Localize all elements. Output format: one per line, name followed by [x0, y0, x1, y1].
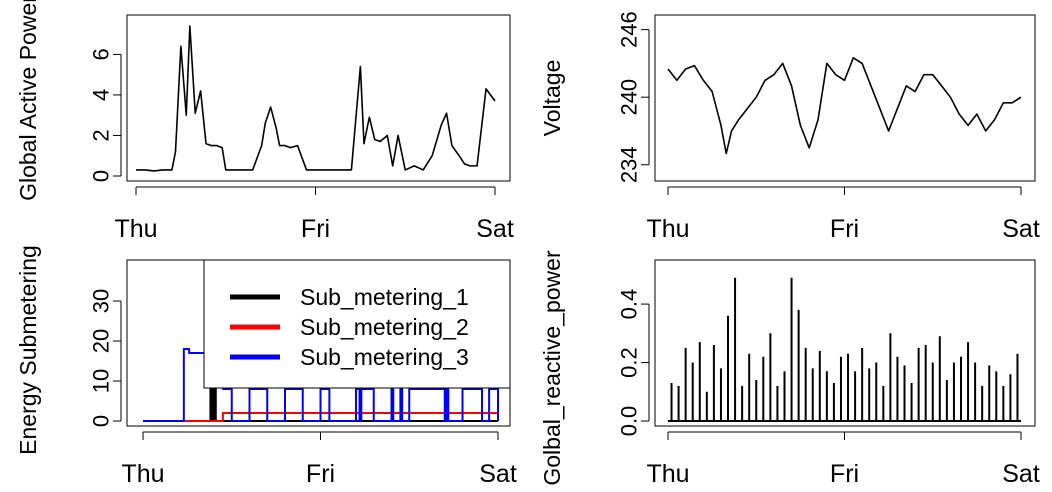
series-line	[143, 348, 499, 422]
y-tick-label: 246	[617, 11, 642, 48]
y-tick-label: 0.4	[617, 289, 642, 320]
x-tick-label: Fri	[306, 460, 335, 488]
y-tick-label: 20	[89, 329, 114, 353]
series-line	[136, 25, 496, 172]
y-tick-label: 4	[89, 89, 114, 101]
legend-label: Sub_metering_2	[300, 314, 469, 340]
y-axis-label: Golbal_reactive_power	[539, 250, 565, 486]
plot-frame	[654, 259, 1036, 427]
series-line	[667, 56, 1022, 155]
x-tick-label: Fri	[301, 215, 330, 243]
x-tick-label: Sat	[1002, 460, 1040, 488]
y-tick-label: 2	[89, 129, 114, 141]
legend-box	[203, 259, 511, 389]
legend-label: Sub_metering_3	[300, 344, 469, 370]
y-tick-label: 0	[89, 415, 114, 427]
y-tick-label: 240	[617, 79, 642, 116]
plot-frame	[654, 14, 1036, 182]
x-tick-label: Fri	[830, 460, 859, 488]
y-tick-label: 0.2	[617, 347, 642, 378]
plot-frame	[126, 14, 511, 182]
legend-label: Sub_metering_1	[300, 284, 469, 310]
y-tick-label: 234	[617, 146, 642, 183]
x-tick-label: Thu	[646, 215, 689, 243]
x-tick-label: Thu	[646, 460, 689, 488]
x-tick-label: Sat	[476, 215, 514, 243]
x-tick-label: Thu	[114, 215, 157, 243]
x-tick-label: Thu	[121, 460, 164, 488]
y-tick-label: 10	[89, 369, 114, 393]
x-tick-label: Sat	[1002, 215, 1040, 243]
y-axis-label: Voltage	[539, 60, 565, 137]
y-tick-label: 0.0	[617, 406, 642, 437]
y-tick-label: 6	[89, 48, 114, 60]
y-tick-label: 30	[89, 289, 114, 313]
y-axis-label: Energy Submetering	[15, 245, 41, 455]
x-tick-label: Sat	[479, 460, 517, 488]
y-axis-label: Global Active Power	[15, 0, 41, 201]
x-tick-label: Fri	[830, 215, 859, 243]
y-tick-label: 0	[89, 170, 114, 182]
